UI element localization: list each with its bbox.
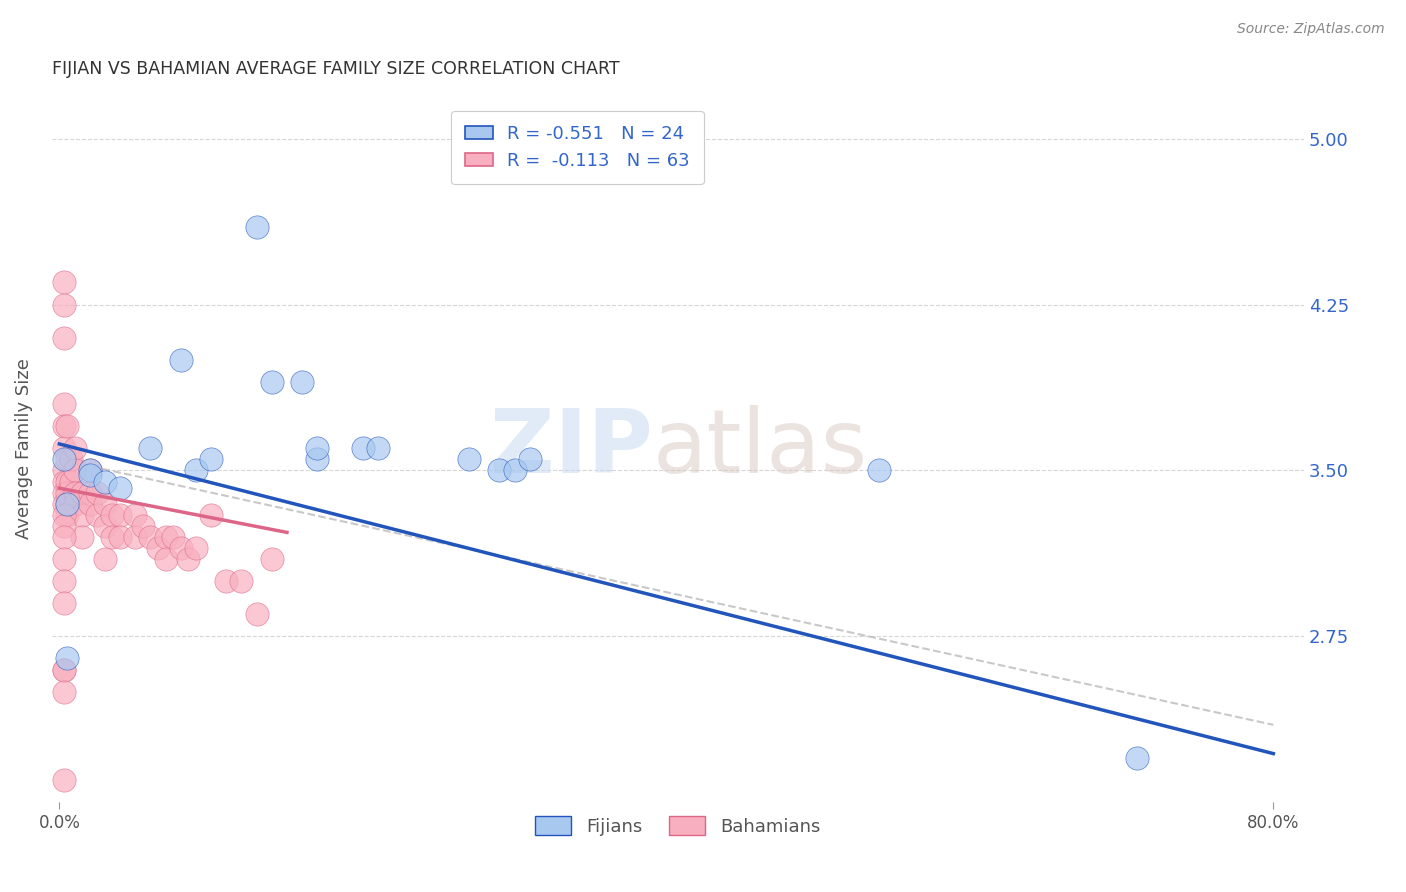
Point	[86, 485, 108, 500]
Point	[132, 518, 155, 533]
Point	[52, 596, 75, 610]
Point	[260, 375, 283, 389]
Point	[519, 452, 541, 467]
Point	[52, 552, 75, 566]
Y-axis label: Average Family Size: Average Family Size	[15, 358, 32, 539]
Point	[60, 475, 83, 489]
Point	[101, 508, 124, 522]
Point	[52, 530, 75, 544]
Point	[177, 552, 200, 566]
Point	[52, 508, 75, 522]
Point	[868, 463, 890, 477]
Point	[94, 518, 117, 533]
Point	[184, 541, 207, 555]
Point	[291, 375, 314, 389]
Point	[139, 530, 162, 544]
Point	[184, 463, 207, 477]
Point	[79, 497, 101, 511]
Point	[86, 508, 108, 522]
Point	[52, 463, 75, 477]
Point	[146, 541, 169, 555]
Point	[200, 508, 222, 522]
Point	[63, 485, 86, 500]
Point	[52, 442, 75, 456]
Point	[52, 773, 75, 788]
Point	[231, 574, 253, 588]
Point	[70, 508, 93, 522]
Point	[52, 276, 75, 290]
Point	[367, 442, 389, 456]
Point	[52, 419, 75, 434]
Point	[70, 530, 93, 544]
Point	[139, 442, 162, 456]
Point	[108, 508, 131, 522]
Point	[200, 452, 222, 467]
Point	[124, 530, 146, 544]
Point	[260, 552, 283, 566]
Point	[56, 497, 79, 511]
Point	[108, 481, 131, 495]
Point	[52, 331, 75, 345]
Point	[63, 463, 86, 477]
Point	[56, 485, 79, 500]
Point	[94, 552, 117, 566]
Point	[170, 541, 193, 555]
Point	[60, 452, 83, 467]
Legend: Fijians, Bahamians: Fijians, Bahamians	[529, 809, 827, 843]
Point	[215, 574, 238, 588]
Point	[52, 397, 75, 411]
Text: atlas: atlas	[652, 405, 868, 491]
Point	[52, 475, 75, 489]
Point	[488, 463, 510, 477]
Point	[124, 508, 146, 522]
Point	[52, 518, 75, 533]
Point	[1126, 751, 1149, 765]
Point	[52, 497, 75, 511]
Point	[52, 297, 75, 311]
Point	[52, 574, 75, 588]
Point	[155, 530, 177, 544]
Point	[56, 452, 79, 467]
Point	[352, 442, 374, 456]
Point	[94, 497, 117, 511]
Point	[170, 352, 193, 367]
Point	[307, 442, 329, 456]
Point	[155, 552, 177, 566]
Point	[52, 663, 75, 677]
Point	[52, 684, 75, 698]
Point	[79, 485, 101, 500]
Point	[52, 663, 75, 677]
Point	[162, 530, 184, 544]
Point	[63, 442, 86, 456]
Text: ZIP: ZIP	[489, 405, 652, 491]
Point	[52, 485, 75, 500]
Text: FIJIAN VS BAHAMIAN AVERAGE FAMILY SIZE CORRELATION CHART: FIJIAN VS BAHAMIAN AVERAGE FAMILY SIZE C…	[52, 60, 620, 78]
Point	[246, 607, 269, 622]
Point	[108, 530, 131, 544]
Point	[56, 497, 79, 511]
Point	[70, 485, 93, 500]
Point	[307, 452, 329, 467]
Point	[56, 475, 79, 489]
Point	[56, 419, 79, 434]
Point	[94, 475, 117, 489]
Point	[458, 452, 481, 467]
Point	[101, 530, 124, 544]
Point	[52, 452, 75, 467]
Point	[79, 467, 101, 482]
Point	[246, 220, 269, 235]
Text: Source: ZipAtlas.com: Source: ZipAtlas.com	[1237, 22, 1385, 37]
Point	[79, 463, 101, 477]
Point	[63, 497, 86, 511]
Point	[56, 651, 79, 665]
Point	[79, 463, 101, 477]
Point	[503, 463, 526, 477]
Point	[56, 508, 79, 522]
